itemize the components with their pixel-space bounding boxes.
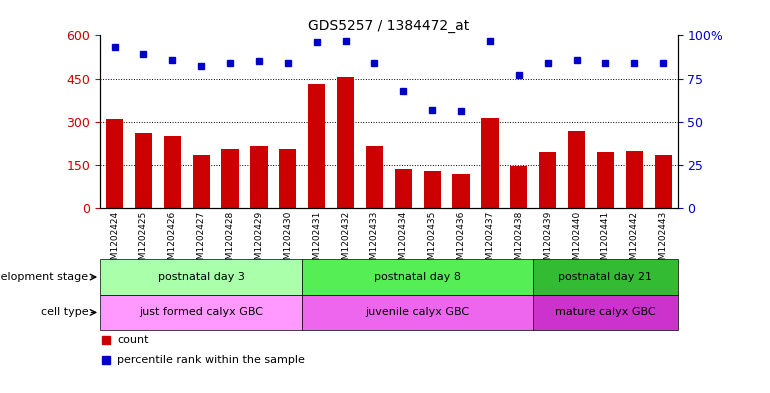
Text: juvenile calyx GBC: juvenile calyx GBC bbox=[366, 307, 470, 318]
Text: GSM1202428: GSM1202428 bbox=[226, 211, 235, 271]
Text: GSM1202438: GSM1202438 bbox=[514, 211, 524, 271]
Text: GSM1202437: GSM1202437 bbox=[485, 211, 494, 271]
Bar bbox=[533, 259, 678, 295]
Text: count: count bbox=[118, 335, 149, 345]
Bar bbox=[302, 295, 533, 330]
Bar bbox=[597, 152, 614, 208]
Bar bbox=[533, 295, 678, 330]
Text: postnatal day 21: postnatal day 21 bbox=[558, 272, 652, 282]
Text: GSM1202439: GSM1202439 bbox=[543, 211, 552, 271]
Text: GSM1202436: GSM1202436 bbox=[457, 211, 466, 271]
Bar bbox=[366, 146, 383, 208]
Bar bbox=[100, 295, 302, 330]
Text: GSM1202429: GSM1202429 bbox=[254, 211, 263, 271]
Bar bbox=[481, 118, 499, 208]
Text: GSM1202431: GSM1202431 bbox=[312, 211, 321, 271]
Text: GSM1202434: GSM1202434 bbox=[399, 211, 408, 271]
Text: GSM1202442: GSM1202442 bbox=[630, 211, 639, 271]
Text: GSM1202441: GSM1202441 bbox=[601, 211, 610, 271]
Bar bbox=[424, 171, 440, 208]
Bar bbox=[568, 131, 585, 208]
Bar bbox=[625, 151, 643, 208]
Text: GSM1202443: GSM1202443 bbox=[658, 211, 668, 271]
Bar bbox=[510, 165, 527, 208]
Text: GSM1202427: GSM1202427 bbox=[196, 211, 206, 271]
Bar bbox=[453, 174, 470, 208]
Text: GSM1202425: GSM1202425 bbox=[139, 211, 148, 271]
Text: GSM1202435: GSM1202435 bbox=[427, 211, 437, 271]
Text: GSM1202433: GSM1202433 bbox=[370, 211, 379, 271]
Text: just formed calyx GBC: just formed calyx GBC bbox=[139, 307, 263, 318]
Bar bbox=[106, 119, 123, 208]
Title: GDS5257 / 1384472_at: GDS5257 / 1384472_at bbox=[308, 19, 470, 33]
Text: GSM1202426: GSM1202426 bbox=[168, 211, 177, 271]
Bar bbox=[302, 259, 533, 295]
Text: development stage: development stage bbox=[0, 272, 89, 282]
Bar bbox=[250, 146, 268, 208]
Bar bbox=[163, 136, 181, 208]
Bar bbox=[192, 155, 209, 208]
Bar bbox=[539, 152, 556, 208]
Text: percentile rank within the sample: percentile rank within the sample bbox=[118, 354, 305, 365]
Text: GSM1202424: GSM1202424 bbox=[110, 211, 119, 271]
Bar bbox=[337, 77, 354, 208]
Bar bbox=[222, 149, 239, 208]
Bar bbox=[308, 84, 325, 208]
Text: mature calyx GBC: mature calyx GBC bbox=[555, 307, 656, 318]
Bar bbox=[135, 133, 152, 208]
Bar bbox=[279, 149, 296, 208]
Text: GSM1202430: GSM1202430 bbox=[283, 211, 293, 271]
Bar bbox=[394, 169, 412, 208]
Bar bbox=[654, 155, 671, 208]
Text: GSM1202440: GSM1202440 bbox=[572, 211, 581, 271]
Text: GSM1202432: GSM1202432 bbox=[341, 211, 350, 271]
Text: postnatal day 3: postnatal day 3 bbox=[158, 272, 245, 282]
Text: cell type: cell type bbox=[41, 307, 89, 318]
Text: postnatal day 8: postnatal day 8 bbox=[374, 272, 461, 282]
Bar bbox=[100, 259, 302, 295]
